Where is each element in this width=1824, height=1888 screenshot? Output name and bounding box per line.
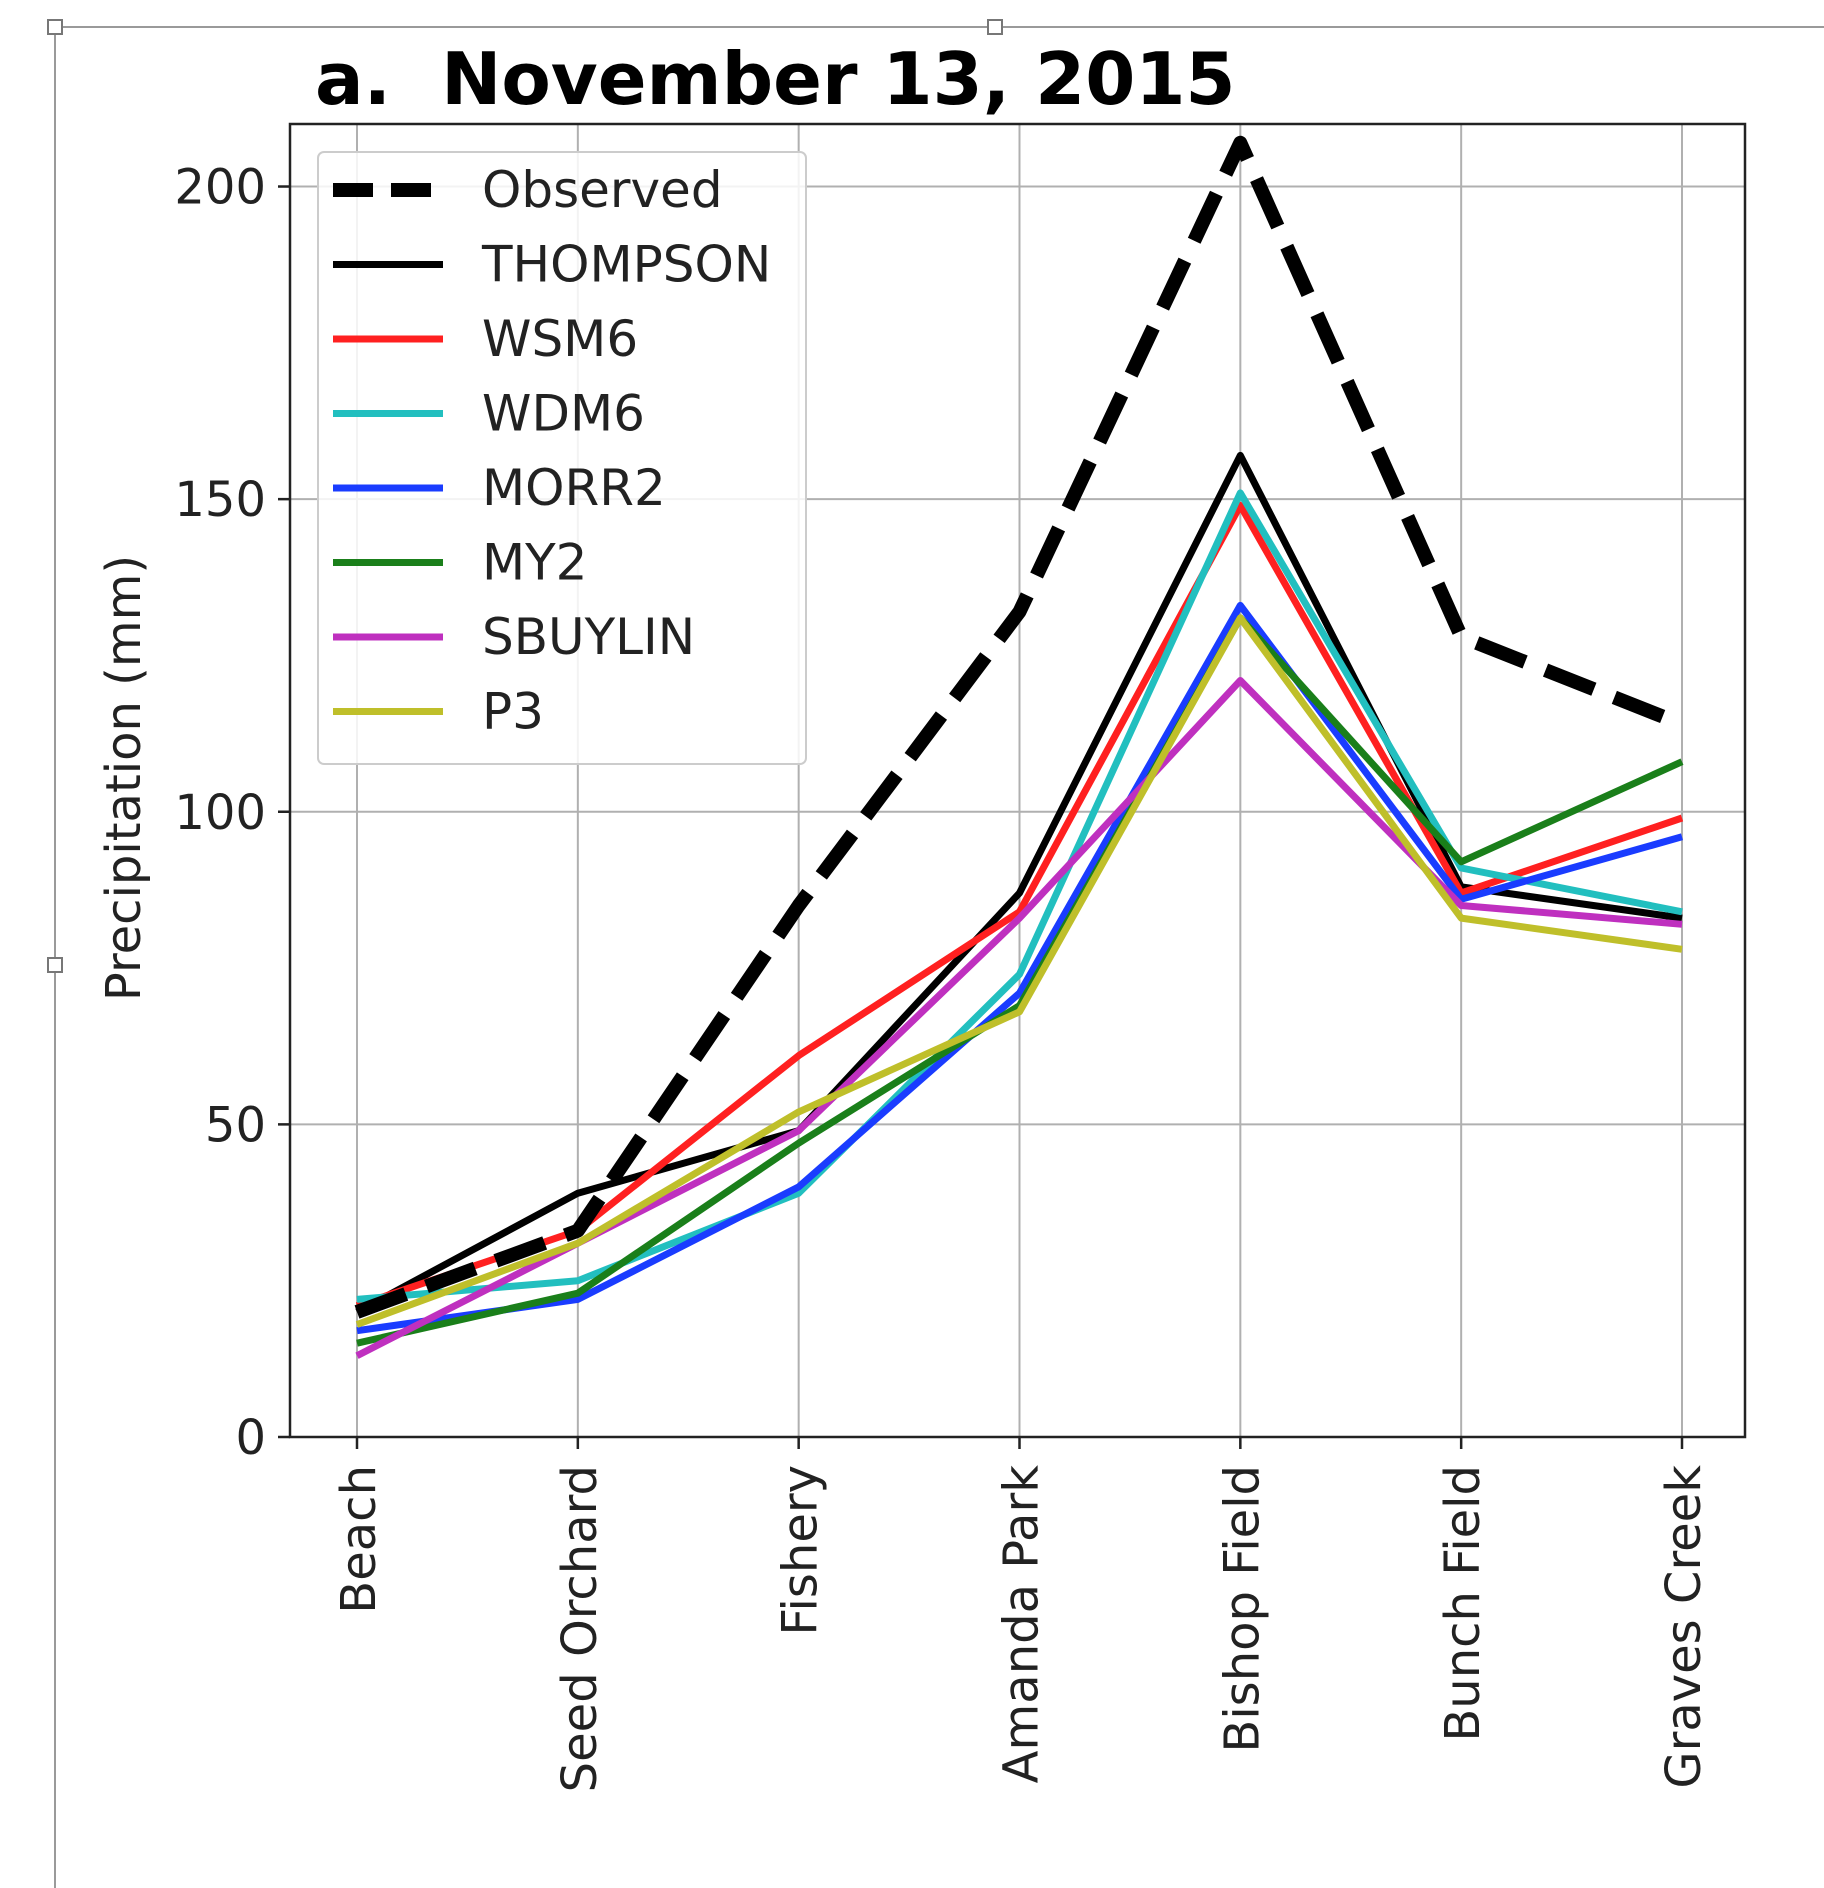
y-tick-label: 200	[174, 160, 266, 216]
x-tick-label: Seed Orchard	[552, 1465, 608, 1792]
chart-title: a. November 13, 2015	[315, 37, 1236, 121]
y-tick-label: 100	[174, 785, 266, 841]
x-axis: Beach Seed Orchard Fishery Amanda Park Bisho…	[331, 1437, 1712, 1792]
legend-label: SBUYLIN	[482, 608, 695, 666]
x-tick-label: Beach	[331, 1465, 387, 1614]
legend-label: MY2	[482, 534, 588, 592]
x-tick-label: Graves Creek	[1656, 1465, 1712, 1789]
series-line-observed	[354, 135, 1685, 1319]
y-tick-label: 150	[174, 472, 266, 528]
series-line-p3	[355, 614, 1683, 1328]
y-axis-label: Precipitation (mm)	[96, 555, 152, 1001]
selection-frame	[47, 19, 1824, 1888]
legend-label: WSM6	[482, 310, 638, 368]
y-tick-label: 50	[205, 1097, 266, 1153]
x-tick-label: Bishop Field	[1214, 1465, 1270, 1753]
series-line-wdm6	[356, 489, 1683, 1303]
resize-handle[interactable]	[47, 19, 63, 35]
plot-lines	[354, 135, 1685, 1359]
y-axis: 0 50 100 150 200	[174, 160, 290, 1466]
legend-label: P3	[482, 683, 544, 741]
x-tick-label: Amanda Park	[994, 1465, 1050, 1784]
plot-area-border	[288, 122, 1747, 1439]
x-tick-label: Bunch Field	[1435, 1465, 1491, 1742]
series-line-morr2	[356, 601, 1683, 1335]
legend-label: WDM6	[482, 385, 645, 443]
x-tick-label: Fishery	[773, 1465, 829, 1636]
resize-handle[interactable]	[47, 957, 63, 973]
legend-box	[317, 151, 807, 765]
y-tick-label: 0	[235, 1410, 266, 1466]
legend-label: MORR2	[482, 459, 666, 517]
legend: Observed THOMPSON WSM6 WDM6 MORR2 MY2 SBUYLIN P…	[317, 151, 807, 765]
resize-handle[interactable]	[987, 19, 1003, 35]
legend-label: Observed	[482, 161, 723, 219]
legend-label: THOMPSON	[481, 236, 771, 294]
